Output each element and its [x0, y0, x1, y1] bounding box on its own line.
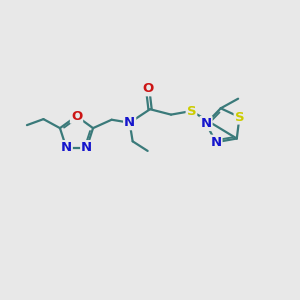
Text: S: S: [235, 110, 244, 124]
Text: S: S: [187, 104, 196, 118]
Text: N: N: [81, 141, 92, 154]
Text: N: N: [200, 117, 211, 130]
Text: N: N: [124, 116, 135, 129]
Text: N: N: [210, 136, 221, 149]
Text: O: O: [142, 82, 153, 95]
Text: N: N: [61, 141, 72, 154]
Text: O: O: [71, 110, 82, 123]
